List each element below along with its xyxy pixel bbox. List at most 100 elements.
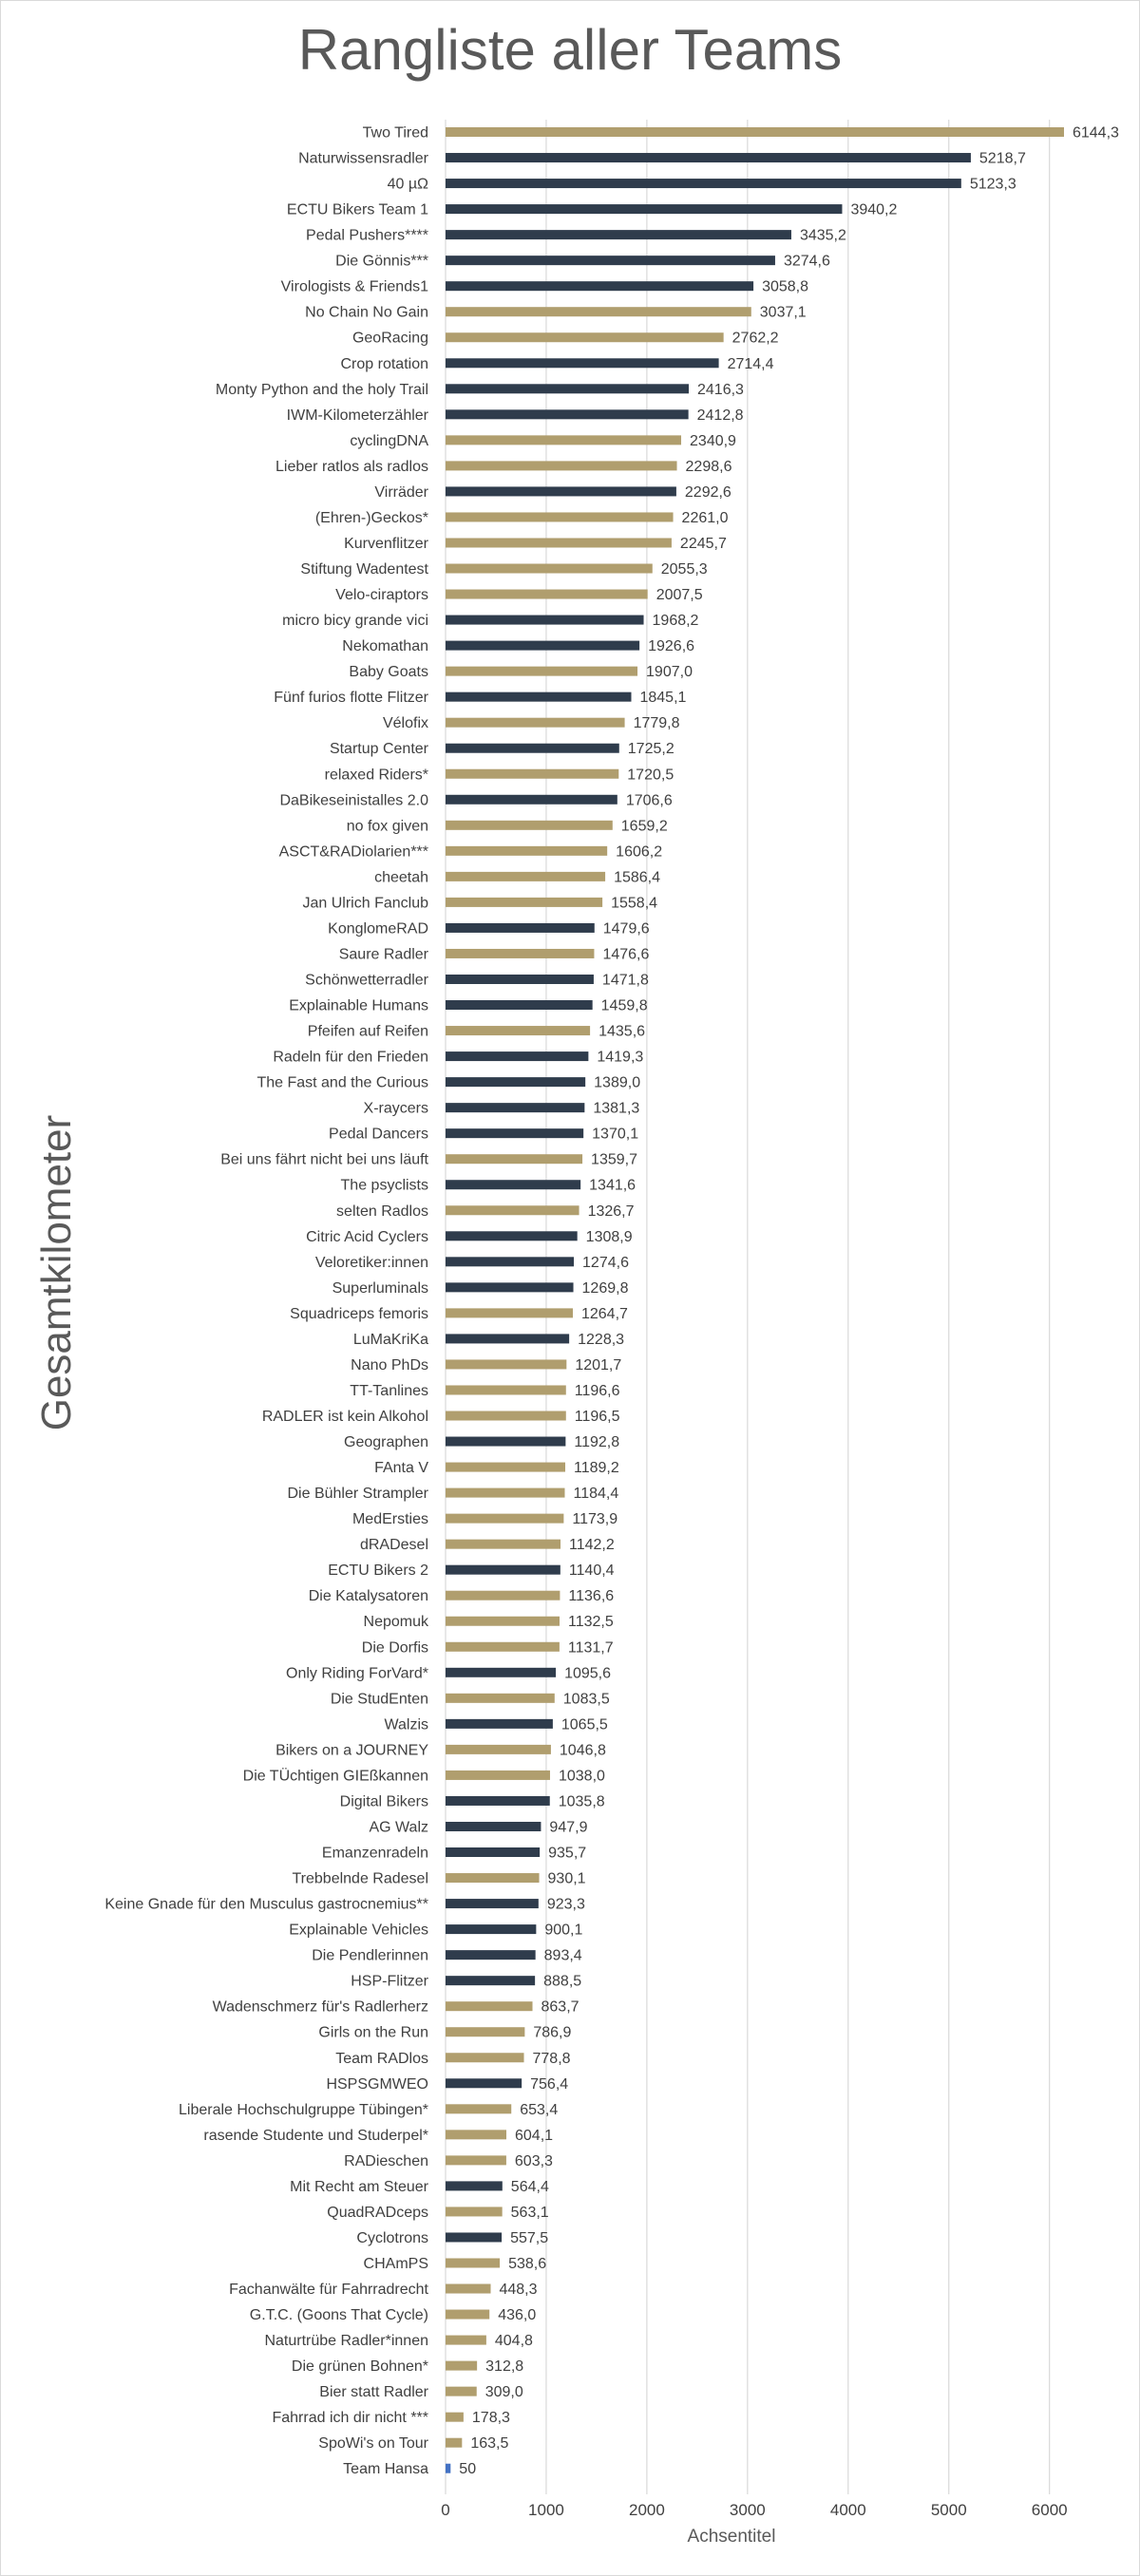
x-tick-label: 6000: [1032, 2501, 1068, 2519]
bar: [446, 1231, 578, 1241]
value-label: 557,5: [510, 2230, 548, 2246]
category-label: AG Walz: [369, 1819, 428, 1835]
bar: [446, 1180, 581, 1190]
bar: [446, 281, 754, 292]
value-label: 1201,7: [575, 1357, 621, 1373]
value-label: 1274,6: [582, 1255, 629, 1271]
category-label: Virräder: [374, 484, 428, 501]
value-label: 3940,2: [850, 202, 897, 218]
bar: [446, 1924, 537, 1935]
category-label: Keine Gnade für den Musculus gastrocnemi…: [104, 1897, 428, 1913]
category-label: Vélofix: [383, 715, 428, 731]
bar: [446, 666, 638, 676]
bar: [446, 409, 689, 420]
bar: [446, 1205, 580, 1216]
category-label: RADieschen: [344, 2153, 428, 2169]
value-label: 1173,9: [572, 1511, 618, 1527]
category-label: Only Riding ForVard*: [286, 1665, 428, 1681]
category-label: No Chain No Gain: [305, 305, 428, 321]
bar: [446, 2335, 486, 2345]
value-label: 1095,6: [564, 1665, 611, 1681]
bar: [446, 1308, 573, 1318]
x-tick-label: 2000: [629, 2501, 665, 2519]
value-label: 1035,8: [559, 1793, 605, 1809]
value-label: 1845,1: [639, 690, 686, 706]
value-label: 653,4: [520, 2102, 558, 2118]
value-label: 1419,3: [597, 1050, 643, 1066]
value-label: 563,1: [511, 2205, 549, 2221]
value-label: 2261,0: [682, 510, 729, 526]
bar: [446, 2258, 501, 2268]
value-label: 1264,7: [581, 1306, 628, 1322]
value-label: 1196,6: [575, 1383, 620, 1399]
value-label: 178,3: [472, 2410, 510, 2426]
value-label: 163,5: [470, 2435, 508, 2452]
category-label: CHAmPS: [364, 2256, 428, 2272]
bar: [446, 256, 775, 266]
bar: [446, 589, 648, 599]
bar: [446, 1873, 540, 1884]
category-label: KonglomeRAD: [328, 920, 428, 937]
value-label: 5218,7: [979, 151, 1026, 167]
value-label: 756,4: [530, 2076, 568, 2093]
category-label: Baby Goats: [349, 664, 428, 680]
category-label: Fünf furios flotte Flitzer: [274, 690, 428, 706]
category-label: Team RADlos: [335, 2051, 428, 2067]
x-tick-label: 0: [441, 2501, 449, 2519]
category-label: Mit Recht am Steuer: [290, 2179, 429, 2195]
bar: [446, 230, 791, 240]
bar: [446, 1616, 560, 1626]
bar: [446, 1590, 560, 1601]
value-label: 604,1: [515, 2128, 553, 2144]
bar: [446, 1950, 536, 1960]
category-label: Fahrrad ich dir nicht ***: [272, 2410, 428, 2426]
value-label: 312,8: [485, 2358, 523, 2375]
bar: [446, 384, 690, 394]
category-label: Team Hansa: [343, 2461, 428, 2477]
value-label: 947,9: [549, 1819, 587, 1835]
bar: [446, 1718, 553, 1729]
category-label: QuadRADceps: [327, 2205, 428, 2221]
category-label: no fox given: [347, 818, 428, 834]
bar: [446, 204, 843, 215]
bar: [446, 486, 676, 497]
category-label: relaxed Riders*: [325, 767, 428, 783]
category-label: Bier statt Radler: [319, 2384, 428, 2400]
value-label: 50: [459, 2461, 476, 2477]
value-label: 1720,5: [627, 767, 674, 783]
value-label: 1192,8: [574, 1434, 619, 1450]
category-label: Die Dorfis: [362, 1639, 428, 1656]
bar: [446, 1411, 566, 1421]
bar: [446, 871, 606, 881]
value-label: 2245,7: [680, 536, 727, 552]
bar: [446, 512, 674, 522]
category-label: Explainable Humans: [289, 998, 428, 1014]
value-label: 1140,4: [569, 1563, 615, 1579]
category-label: Geographen: [344, 1434, 428, 1450]
bar: [446, 1026, 591, 1036]
value-label: 1435,6: [598, 1024, 645, 1040]
category-label: Liberale Hochschulgruppe Tübingen*: [179, 2102, 428, 2118]
value-label: 1926,6: [648, 638, 694, 654]
bar: [446, 1154, 583, 1165]
bar: [446, 461, 677, 471]
value-label: 900,1: [544, 1923, 582, 1939]
bar: [446, 1128, 584, 1139]
bar: [446, 179, 961, 189]
bar: [446, 2104, 512, 2114]
value-label: 1038,0: [559, 1768, 605, 1784]
category-label: Pfeifen auf Reifen: [308, 1024, 428, 1040]
value-label: 1907,0: [646, 664, 693, 680]
category-label: G.T.C. (Goons That Cycle): [250, 2307, 428, 2323]
value-label: 1046,8: [560, 1742, 606, 1758]
bar: [446, 2155, 506, 2166]
bar: [446, 1847, 541, 1858]
category-label: Saure Radler: [339, 946, 429, 962]
value-label: 1381,3: [593, 1101, 639, 1117]
category-label: Die TÜchtigen GIEßkannen: [243, 1767, 428, 1784]
category-label: Die StudEnten: [331, 1691, 428, 1707]
bar: [446, 1821, 542, 1831]
bar: [446, 1000, 593, 1011]
value-label: 786,9: [533, 2025, 571, 2041]
